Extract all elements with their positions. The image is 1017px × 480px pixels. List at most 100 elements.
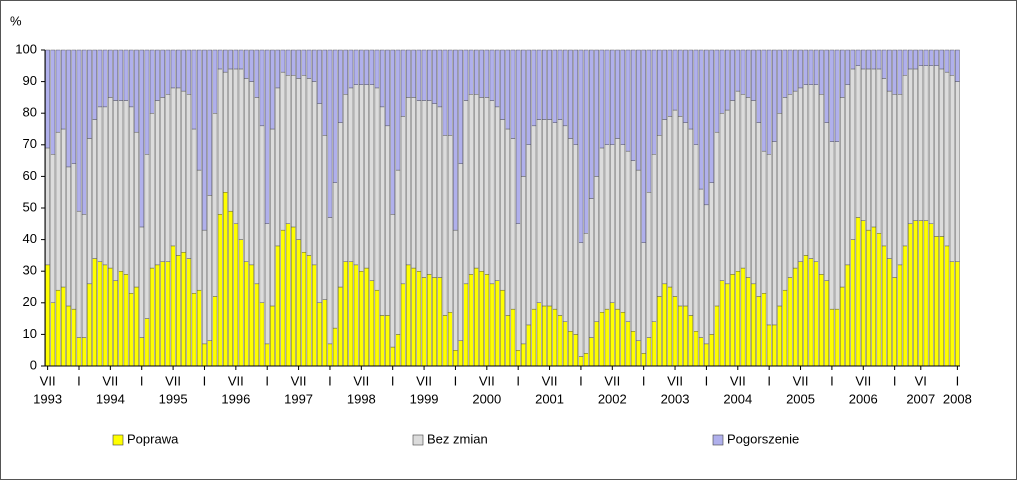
bar-segment <box>489 283 495 367</box>
bar-segment <box>735 271 741 367</box>
bar-segment <box>594 49 599 177</box>
bar-segment <box>463 100 469 285</box>
x-year-label: 2005 <box>786 391 815 406</box>
bar-segment <box>327 217 333 345</box>
bar-segment <box>432 277 437 367</box>
bar-segment <box>620 49 626 146</box>
bar-segment <box>505 49 511 130</box>
bar-segment <box>332 182 338 329</box>
bar-segment <box>364 84 369 269</box>
x-tick-label: VII <box>730 373 746 388</box>
bar-segment <box>902 245 908 367</box>
bar-segment <box>536 302 542 367</box>
bar-segment <box>866 49 871 70</box>
bar-segment <box>547 49 552 120</box>
bar-segment <box>395 169 401 335</box>
bar-segment <box>311 49 317 82</box>
bar-segment <box>139 337 145 367</box>
bar-segment <box>285 75 291 225</box>
bar-segment <box>176 87 181 256</box>
bar-segment <box>453 229 458 351</box>
bar-segment <box>243 261 249 367</box>
bar-segment <box>458 49 463 164</box>
bar-segment <box>908 68 913 224</box>
bar-segment <box>698 337 704 367</box>
bar-segment <box>395 334 401 367</box>
bar-segment <box>657 296 662 367</box>
bar-segment <box>568 138 573 332</box>
bar-segment <box>803 255 809 367</box>
bar-segment <box>677 305 683 367</box>
bar-segment <box>181 90 186 253</box>
bar-segment <box>881 49 887 79</box>
bar-segment <box>939 68 945 237</box>
bar-segment <box>113 280 118 367</box>
bar-segment <box>160 49 165 98</box>
bar-segment <box>170 87 176 247</box>
bar-segment <box>285 223 291 367</box>
bar-segment <box>552 308 558 367</box>
bar-segment <box>134 131 139 288</box>
bar-segment <box>683 305 688 367</box>
bar-segment <box>217 49 223 70</box>
bar-segment <box>562 321 568 367</box>
x-year-label: 1997 <box>284 391 313 406</box>
bar-segment <box>798 49 803 89</box>
bar-segment <box>609 144 615 304</box>
bar-segment <box>71 163 77 310</box>
bar-segment <box>426 49 432 101</box>
bar-segment <box>123 274 129 367</box>
bar-segment <box>918 49 924 67</box>
bar-segment <box>406 49 411 98</box>
bar-segment <box>646 49 652 193</box>
bar-segment <box>589 49 594 199</box>
bar-segment <box>725 283 730 367</box>
bar-segment <box>521 343 526 367</box>
y-tick-label: 100 <box>15 41 37 56</box>
bar-segment <box>604 49 610 146</box>
bar-segment <box>369 49 375 85</box>
legend-swatch <box>412 434 424 446</box>
x-tick-label: I <box>140 373 144 388</box>
bar-segment <box>322 49 328 136</box>
bar-segment <box>620 144 626 313</box>
bar-segment <box>285 49 291 76</box>
bar-segment <box>515 350 521 367</box>
bar-segment <box>625 321 631 367</box>
bar-segment <box>202 49 207 231</box>
bar-segment <box>479 271 484 367</box>
x-tick-label: I <box>830 373 834 388</box>
x-year-label: 1995 <box>159 391 188 406</box>
bar-segment <box>108 97 113 269</box>
bar-segment <box>698 188 704 338</box>
bar-segment <box>834 308 840 367</box>
bar-segment <box>364 267 369 367</box>
bar-segment <box>557 49 563 120</box>
bar-segment <box>573 334 579 367</box>
bar-segment <box>463 283 469 367</box>
legend-label: Poprawa <box>127 431 179 446</box>
bar-segment <box>385 125 390 316</box>
bar-segment <box>562 49 568 127</box>
x-tick-label: VII <box>793 373 809 388</box>
bar-segment <box>301 49 307 76</box>
bar-segment <box>233 223 239 367</box>
bar-segment <box>599 147 605 313</box>
bar-segment <box>113 49 118 101</box>
bar-segment <box>437 49 443 108</box>
bar-segment <box>432 49 437 104</box>
bar-segment <box>944 71 950 247</box>
bar-segment <box>50 302 56 367</box>
bar-segment <box>651 154 657 322</box>
bar-segment <box>636 340 641 367</box>
bar-segment <box>505 128 511 316</box>
bar-segment <box>128 49 134 108</box>
bar-segment <box>813 261 819 367</box>
bar-segment <box>557 315 563 367</box>
bar-segment <box>583 353 589 367</box>
bar-segment <box>400 49 406 117</box>
bar-segment <box>50 49 56 155</box>
bar-segment <box>625 49 631 152</box>
bar-segment <box>186 258 192 367</box>
